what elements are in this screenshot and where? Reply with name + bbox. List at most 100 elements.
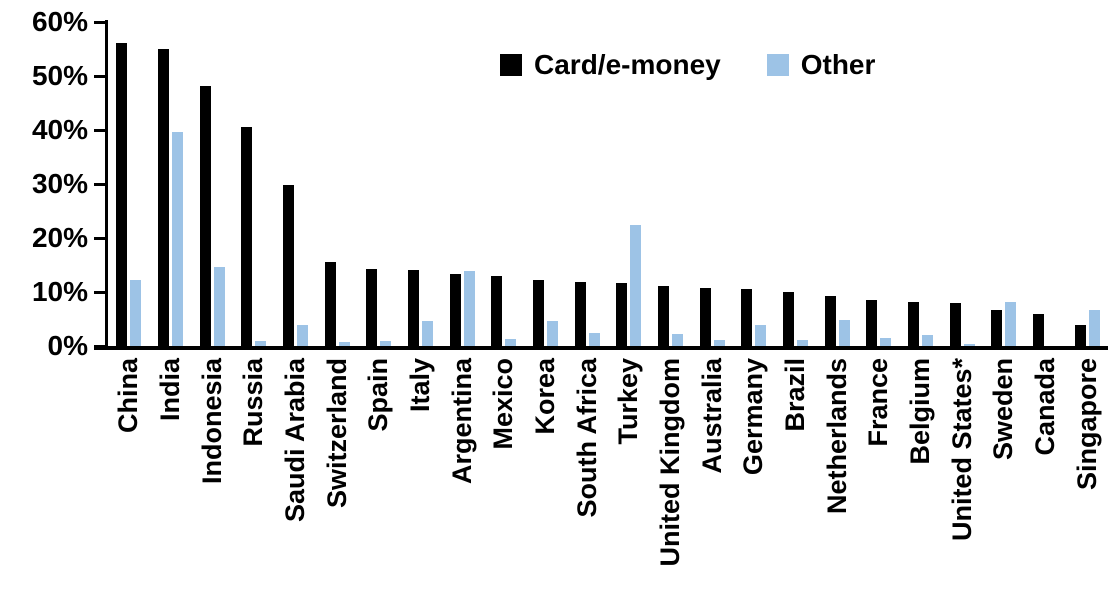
other-bar <box>963 344 975 346</box>
x-label-cell: Argentina <box>441 358 483 594</box>
other-bar <box>1005 301 1017 346</box>
x-label-cell: Russia <box>233 358 275 594</box>
card-e-money-bar <box>1033 314 1045 346</box>
bar-group-brazil <box>775 22 817 346</box>
x-tick-label: Argentina <box>446 358 477 485</box>
x-tick-label: Turkey <box>613 358 644 445</box>
plot-area <box>108 22 1108 346</box>
y-tick-mark <box>94 290 108 294</box>
bar-group-canada <box>1025 22 1067 346</box>
x-label-cell: China <box>108 358 150 594</box>
x-tick-label: Switzerland <box>321 358 352 509</box>
card-e-money-bar <box>866 299 878 346</box>
bar-group-france <box>858 22 900 346</box>
other-bar <box>713 340 725 346</box>
bar-group-singapore <box>1066 22 1108 346</box>
x-tick-label: Canada <box>1030 358 1061 456</box>
x-label-cell: Turkey <box>608 358 650 594</box>
x-tick-label: India <box>155 358 185 422</box>
y-tick-label: 20% <box>31 222 88 253</box>
x-tick-label: Belgium <box>905 358 936 465</box>
x-label-cell: Spain <box>358 358 400 594</box>
other-bar <box>380 340 392 346</box>
x-label-cell: Korea <box>525 358 567 594</box>
card-e-money-bar <box>616 282 628 346</box>
bar-group-sweden <box>983 22 1025 346</box>
x-label-cell: Singapore <box>1066 358 1108 594</box>
card-e-money-bar <box>449 274 461 346</box>
card-e-money-bar <box>116 42 128 346</box>
other-bar <box>463 271 475 346</box>
x-label-cell: Germany <box>733 358 775 594</box>
y-tick-label: 10% <box>31 276 88 307</box>
card-e-money-bar <box>783 292 795 346</box>
x-label-cell: Italy <box>400 358 442 594</box>
card-e-money-legend-label: Card/e-money <box>534 49 721 80</box>
legend: Card/e-money Other <box>500 49 875 81</box>
x-tick-label: United States* <box>946 358 977 542</box>
card-e-money-legend-swatch <box>500 54 522 76</box>
card-e-money-bar <box>408 269 420 346</box>
x-label-cell: Saudi Arabia <box>275 358 317 594</box>
card-e-money-bar <box>241 127 253 346</box>
card-e-money-bar <box>908 301 920 346</box>
bar-group-netherlands <box>816 22 858 346</box>
other-bar <box>755 324 767 346</box>
other-bar <box>797 339 809 346</box>
x-axis-labels: China India Indonesia Russia Saudi Arabia Swi… <box>108 358 1108 594</box>
x-label-cell: France <box>858 358 900 594</box>
bar-group-belgium <box>900 22 942 346</box>
x-tick-label: Saudi Arabia <box>280 358 311 523</box>
bar-group-united-kingdom <box>650 22 692 346</box>
x-axis-line <box>94 346 1108 350</box>
card-e-money-bar <box>1074 325 1086 346</box>
other-bar <box>505 338 517 346</box>
x-tick-label: Sweden <box>988 358 1019 461</box>
y-tick-mark <box>94 74 108 78</box>
x-label-cell: Brazil <box>775 358 817 594</box>
bar-group-russia <box>233 22 275 346</box>
x-label-cell: United Kingdom <box>650 358 692 594</box>
bar-group-australia <box>691 22 733 346</box>
y-tick-mark <box>94 344 108 348</box>
card-e-money-bar <box>283 184 295 346</box>
x-label-cell: India <box>150 358 192 594</box>
other-legend-label: Other <box>800 49 876 80</box>
bar-group-argentina <box>441 22 483 346</box>
card-e-money-bar <box>533 280 545 346</box>
other-bar <box>838 320 850 346</box>
bar-group-spain <box>358 22 400 346</box>
other-bar <box>422 321 434 346</box>
y-tick-label: 50% <box>31 60 88 91</box>
x-tick-label: Mexico <box>488 358 519 450</box>
other-bar <box>588 333 600 346</box>
x-label-cell: South Africa <box>566 358 608 594</box>
x-tick-label: China <box>113 358 144 434</box>
y-tick-label: 0% <box>47 330 88 361</box>
x-tick-label: Russia <box>238 358 269 447</box>
x-label-cell: Mexico <box>483 358 525 594</box>
card-e-money-bar <box>574 282 586 346</box>
other-bar <box>338 341 350 346</box>
bar-group-switzerland <box>316 22 358 346</box>
other-bar <box>255 340 267 346</box>
y-tick-mark <box>94 236 108 240</box>
bar-group-saudi-arabia <box>275 22 317 346</box>
bar-group-korea <box>525 22 567 346</box>
other-bar <box>172 132 183 346</box>
x-label-cell: Switzerland <box>316 358 358 594</box>
other-legend-swatch <box>766 54 789 76</box>
card-e-money-bar <box>366 269 378 346</box>
bar-group-india <box>150 22 192 346</box>
bar-group-indonesia <box>191 22 233 346</box>
x-label-cell: Sweden <box>983 358 1025 594</box>
x-tick-label: Brazil <box>780 358 811 432</box>
x-label-cell: Australia <box>691 358 733 594</box>
x-label-cell: United States* <box>941 358 983 594</box>
bar-group-china <box>108 22 150 346</box>
card-e-money-bar <box>741 288 753 346</box>
y-tick-label: 60% <box>31 6 88 37</box>
x-label-cell: Indonesia <box>191 358 233 594</box>
other-bar <box>922 335 934 346</box>
x-tick-label: Spain <box>363 358 394 432</box>
